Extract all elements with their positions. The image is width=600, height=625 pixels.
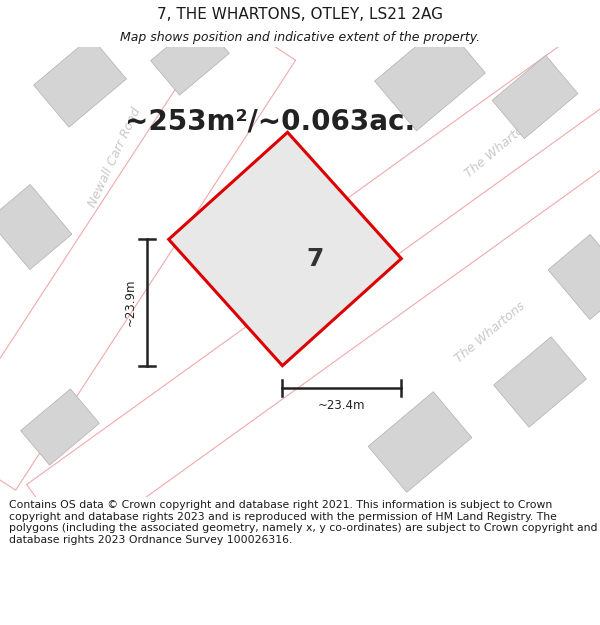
Text: 7, THE WHARTONS, OTLEY, LS21 2AG: 7, THE WHARTONS, OTLEY, LS21 2AG [157, 7, 443, 22]
Text: Contains OS data © Crown copyright and database right 2021. This information is : Contains OS data © Crown copyright and d… [9, 500, 598, 545]
Polygon shape [151, 19, 229, 95]
Polygon shape [34, 37, 127, 127]
Polygon shape [494, 337, 586, 427]
Text: The Whartons: The Whartons [452, 299, 527, 365]
Polygon shape [548, 234, 600, 319]
Polygon shape [20, 389, 100, 465]
Polygon shape [492, 56, 578, 139]
Polygon shape [26, 74, 600, 549]
Text: Newall Carr Road: Newall Carr Road [86, 105, 144, 209]
Text: ~23.9m: ~23.9m [124, 279, 137, 326]
Text: ~23.4m: ~23.4m [318, 399, 365, 412]
Polygon shape [374, 23, 485, 131]
Polygon shape [0, 184, 72, 269]
Polygon shape [0, 14, 296, 490]
Polygon shape [169, 132, 401, 366]
Text: Map shows position and indicative extent of the property.: Map shows position and indicative extent… [120, 31, 480, 44]
Polygon shape [368, 392, 472, 492]
Polygon shape [308, 0, 600, 288]
Text: 7: 7 [307, 247, 323, 271]
Text: The Whartons: The Whartons [463, 114, 538, 180]
Text: ~253m²/~0.063ac.: ~253m²/~0.063ac. [125, 108, 415, 136]
